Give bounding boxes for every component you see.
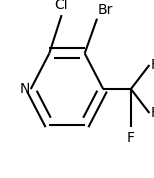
Text: F: F bbox=[127, 131, 135, 145]
Text: Br: Br bbox=[98, 3, 113, 17]
Text: F: F bbox=[150, 58, 154, 72]
Text: F: F bbox=[150, 106, 154, 120]
Text: N: N bbox=[20, 82, 30, 96]
Text: Cl: Cl bbox=[54, 0, 68, 12]
